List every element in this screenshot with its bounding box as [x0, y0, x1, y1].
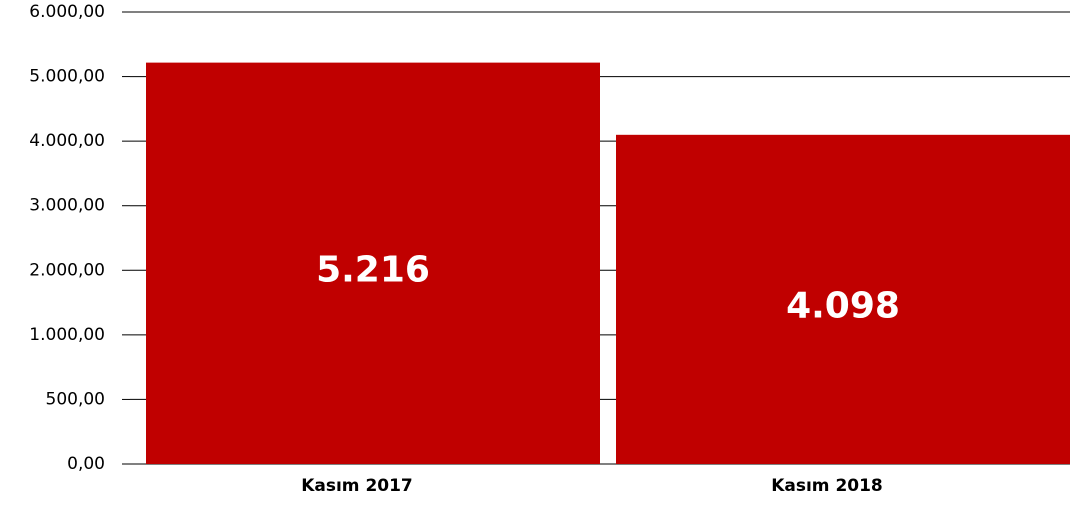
y-tick-label: 0,00 [67, 454, 105, 474]
x-tick-label: Kasım 2017 [301, 476, 413, 496]
y-tick-label: 6.000,00 [29, 2, 105, 22]
y-tick-label: 1.000,00 [29, 325, 105, 345]
data-label: 5.216 [316, 249, 430, 290]
bar [146, 62, 600, 465]
y-tick-label: 5.000,00 [29, 67, 105, 87]
y-tick-label: 2.000,00 [29, 260, 105, 280]
y-tick-label: 3.000,00 [29, 196, 105, 216]
x-tick-label: Kasım 2018 [771, 476, 883, 496]
y-tick-label: 4.000,00 [29, 131, 105, 151]
y-tick-label: 500,00 [46, 389, 105, 409]
data-label: 4.098 [786, 285, 900, 326]
bar [616, 134, 1070, 464]
